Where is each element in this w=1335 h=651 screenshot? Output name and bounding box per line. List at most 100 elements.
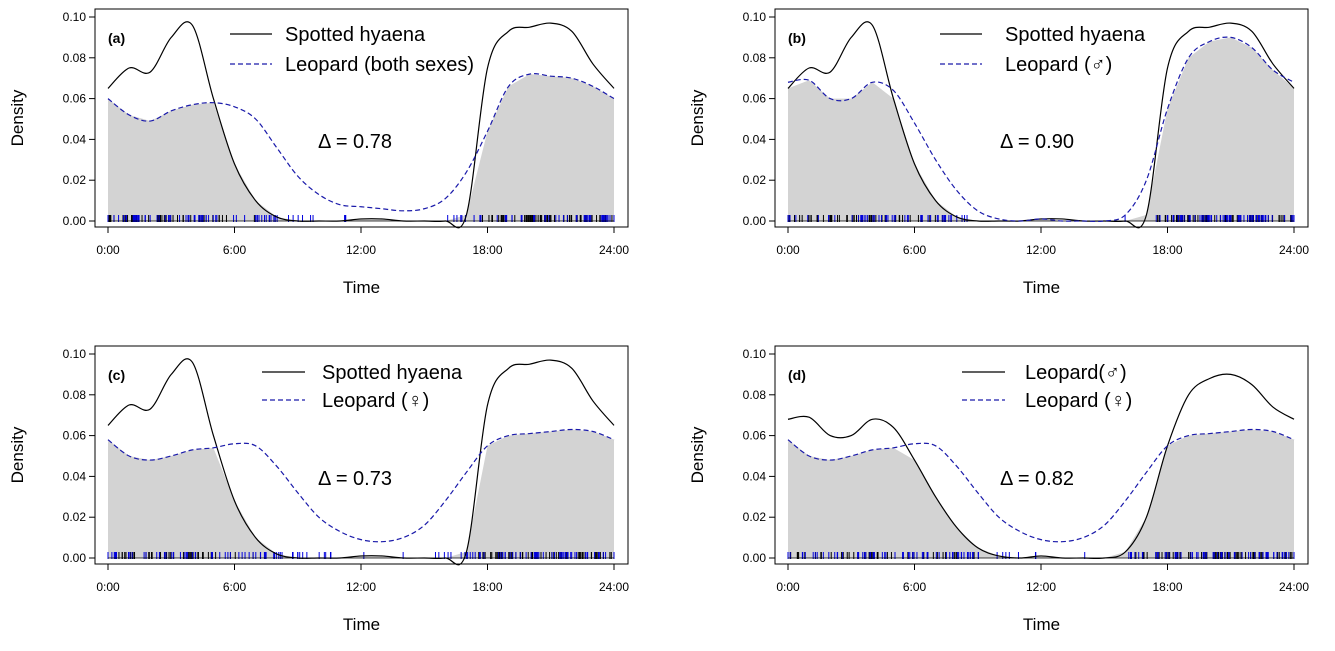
x-tick-label: 6:00 <box>903 243 927 257</box>
x-tick-label: 12:00 <box>1026 580 1056 594</box>
legend-label-1: Spotted hyaena <box>322 362 463 384</box>
x-tick-label: 12:00 <box>346 243 376 257</box>
panel-label: (d) <box>788 367 806 383</box>
panel-4: 0.00 0.02 0.04 0.06 0.08 0.10 0:00 6:00 12:00 18:… <box>688 345 1309 634</box>
x-tick-label: 18:00 <box>472 243 502 257</box>
x-tick-label: 12:00 <box>1026 243 1056 257</box>
legend-label-1: Spotted hyaena <box>1005 24 1146 46</box>
y-tick-label: 0.04 <box>743 132 767 146</box>
x-tick-label: 6:00 <box>223 580 247 594</box>
series-line-2 <box>787 428 1295 543</box>
y-tick-label: 0.06 <box>63 92 87 106</box>
legend: Spotted hyaena Leopard (♀) <box>262 362 463 412</box>
x-axis: 0:00 6:00 12:00 18:00 24:00 <box>96 227 629 257</box>
x-tick-label: 18:00 <box>472 580 502 594</box>
x-axis: 0:00 6:00 12:00 18:00 24:00 <box>776 227 1309 257</box>
y-axis: 0.00 0.02 0.04 0.06 0.08 0.10 <box>743 10 775 228</box>
x-axis: 0:00 6:00 12:00 18:00 24:00 <box>96 564 629 594</box>
y-tick-label: 0.02 <box>63 510 87 524</box>
x-tick-label: 0:00 <box>776 580 800 594</box>
x-tick-label: 0:00 <box>776 243 800 257</box>
y-tick-label: 0.04 <box>743 469 767 483</box>
y-axis: 0.00 0.02 0.04 0.06 0.08 0.10 <box>63 10 95 228</box>
series-line-2 <box>787 36 1295 223</box>
y-tick-label: 0.10 <box>63 347 87 361</box>
series-line-1 <box>787 21 1295 229</box>
x-tick-label: 24:00 <box>599 580 629 594</box>
panel-2: 0.00 0.02 0.04 0.06 0.08 0.10 0:00 6:00 12:00 18:… <box>688 8 1309 297</box>
overlap-area <box>108 74 614 222</box>
panel-3: 0.00 0.02 0.04 0.06 0.08 0.10 0:00 6:00 12:00 18:… <box>8 345 629 634</box>
y-tick-label: 0.00 <box>743 214 767 228</box>
y-tick-label: 0.10 <box>63 10 87 24</box>
x-tick-label: 24:00 <box>1279 243 1309 257</box>
y-axis: 0.00 0.02 0.04 0.06 0.08 0.10 <box>743 347 775 565</box>
rug-marks <box>787 215 1295 222</box>
y-tick-label: 0.02 <box>743 510 767 524</box>
x-tick-label: 12:00 <box>346 580 376 594</box>
x-axis-title: Time <box>1023 278 1060 297</box>
series-line-2 <box>107 73 615 212</box>
x-tick-label: 24:00 <box>599 243 629 257</box>
legend-label-2: Leopard (♀) <box>1025 390 1132 412</box>
series-line-2 <box>107 428 615 543</box>
y-axis-title: Density <box>8 89 27 146</box>
legend-label-2: Leopard (♂) <box>1005 54 1112 76</box>
y-tick-label: 0.06 <box>743 92 767 106</box>
y-axis-title: Density <box>688 89 707 146</box>
y-tick-label: 0.00 <box>63 214 87 228</box>
y-axis-title: Density <box>688 426 707 483</box>
series-line-1 <box>787 373 1295 560</box>
x-axis: 0:00 6:00 12:00 18:00 24:00 <box>776 564 1309 594</box>
y-tick-label: 0.00 <box>743 551 767 565</box>
panel-label: (a) <box>108 30 125 46</box>
legend: Leopard(♂) Leopard (♀) <box>962 362 1132 412</box>
series-line-1 <box>107 21 615 229</box>
x-tick-label: 0:00 <box>96 243 120 257</box>
panel-label: (c) <box>108 367 125 383</box>
y-axis-title: Density <box>8 426 27 483</box>
x-axis-title: Time <box>1023 615 1060 634</box>
x-tick-label: 6:00 <box>223 243 247 257</box>
y-tick-label: 0.04 <box>63 469 87 483</box>
overlap-coefficient-label: Δ = 0.82 <box>1000 468 1074 490</box>
x-tick-label: 0:00 <box>96 580 120 594</box>
series-line-1 <box>107 358 615 566</box>
y-tick-label: 0.04 <box>63 132 87 146</box>
panel-1: 0.00 0.02 0.04 0.06 0.08 0.10 0:00 6:00 12:00 18:… <box>8 8 629 297</box>
y-tick-label: 0.02 <box>63 173 87 187</box>
legend-label-2: Leopard (♀) <box>322 390 429 412</box>
legend-label-2: Leopard (both sexes) <box>285 54 474 76</box>
overlap-area <box>788 37 1294 222</box>
legend: Spotted hyaena Leopard (♂) <box>940 24 1146 76</box>
x-tick-label: 24:00 <box>1279 580 1309 594</box>
legend-label-1: Leopard(♂) <box>1025 362 1127 384</box>
y-axis: 0.00 0.02 0.04 0.06 0.08 0.10 <box>63 347 95 565</box>
overlap-area <box>108 429 614 558</box>
overlap-coefficient-label: Δ = 0.73 <box>318 468 392 490</box>
overlap-coefficient-label: Δ = 0.90 <box>1000 131 1074 153</box>
legend: Spotted hyaena Leopard (both sexes) <box>230 24 474 76</box>
x-axis-title: Time <box>343 615 380 634</box>
panel-label: (b) <box>788 30 806 46</box>
y-tick-label: 0.08 <box>63 51 87 65</box>
y-tick-label: 0.06 <box>743 429 767 443</box>
y-tick-label: 0.08 <box>743 51 767 65</box>
rug-marks <box>787 552 1295 559</box>
x-tick-label: 18:00 <box>1152 580 1182 594</box>
y-tick-label: 0.00 <box>63 551 87 565</box>
y-tick-label: 0.08 <box>743 388 767 402</box>
y-tick-label: 0.10 <box>743 10 767 24</box>
y-tick-label: 0.10 <box>743 347 767 361</box>
y-tick-label: 0.06 <box>63 429 87 443</box>
x-tick-label: 6:00 <box>903 580 927 594</box>
x-tick-label: 18:00 <box>1152 243 1182 257</box>
legend-label-1: Spotted hyaena <box>285 24 426 46</box>
y-tick-label: 0.08 <box>63 388 87 402</box>
x-axis-title: Time <box>343 278 380 297</box>
y-tick-label: 0.02 <box>743 173 767 187</box>
overlap-area <box>788 429 1294 558</box>
overlap-coefficient-label: Δ = 0.78 <box>318 131 392 153</box>
